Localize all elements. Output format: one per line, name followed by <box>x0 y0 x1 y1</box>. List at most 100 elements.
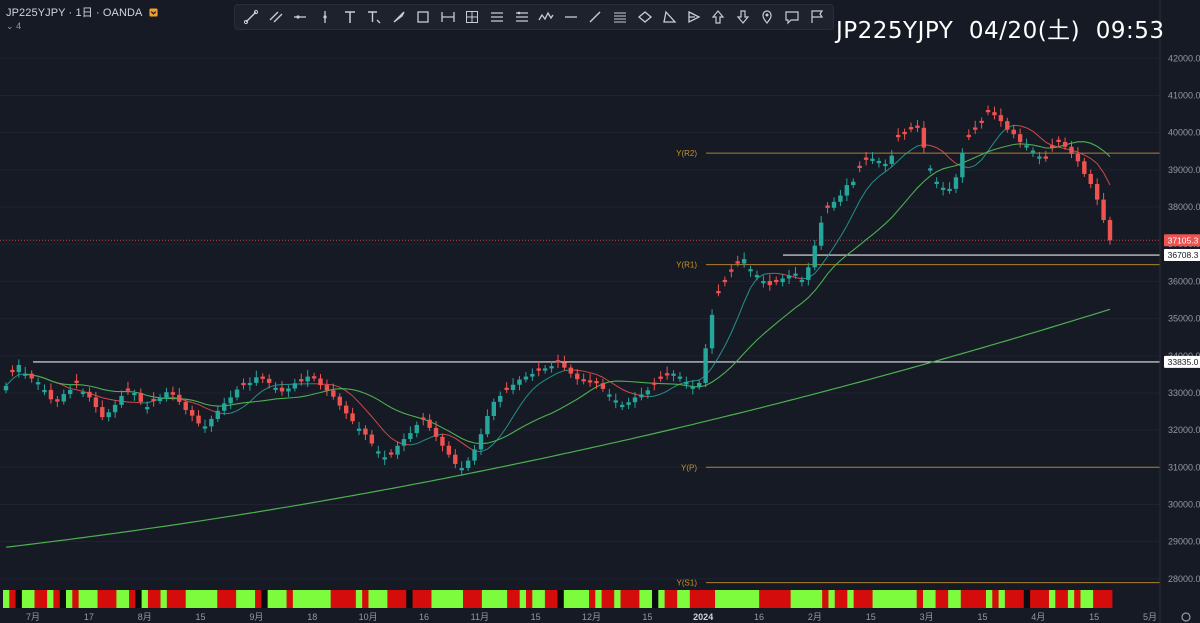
vertical-line-icon[interactable] <box>316 8 334 26</box>
pivot-label: Y(P) <box>681 463 697 472</box>
histogram-bar <box>765 590 773 608</box>
fib-retracement-icon[interactable] <box>439 8 457 26</box>
histogram-bar <box>998 590 1006 608</box>
ma-fast-segment <box>654 393 661 397</box>
ma-fast-segment <box>743 287 752 303</box>
collapse-icon[interactable]: ⌄ <box>6 21 14 31</box>
candle-body <box>177 394 182 402</box>
candle-body <box>754 275 760 278</box>
ma-fast-segment <box>12 373 20 380</box>
flag-icon[interactable] <box>808 8 826 26</box>
candle-body <box>613 400 618 403</box>
ma-fast-segment <box>1013 124 1021 127</box>
histogram-bar <box>992 590 999 608</box>
ma-fast-segment <box>1077 151 1085 156</box>
histogram-bar <box>406 590 413 608</box>
candle-body <box>485 415 490 435</box>
histogram-bar <box>733 590 741 608</box>
ma-fast-segment <box>230 410 238 414</box>
histogram-bar <box>633 590 640 608</box>
rectangle-icon[interactable] <box>414 8 432 26</box>
triangle-icon[interactable] <box>660 8 678 26</box>
ma-fast-segment <box>820 256 828 266</box>
symbol-legend[interactable]: JP225YJPY · 1日 · OANDA <box>6 4 158 20</box>
candle-body <box>568 367 574 374</box>
projection-icon[interactable] <box>685 8 703 26</box>
histogram-bar <box>859 590 867 608</box>
histogram-bar <box>601 590 609 608</box>
anchored-text-icon[interactable] <box>365 8 383 26</box>
ma-fast-segment <box>795 277 803 280</box>
ellipse-icon[interactable] <box>636 8 654 26</box>
histogram-bar <box>1011 590 1018 608</box>
time-tick: 17 <box>84 612 94 622</box>
candle-body <box>433 427 439 437</box>
candle-body <box>1056 139 1061 142</box>
pitchfork-icon[interactable] <box>513 8 531 26</box>
text-icon[interactable] <box>341 8 359 26</box>
time-tick: 15 <box>196 612 206 622</box>
gann-box-icon[interactable] <box>463 8 481 26</box>
trend-line-icon[interactable] <box>242 8 260 26</box>
price-axis[interactable]: 28000.0 29000.0 30000.0 31000.0 32000.0 33000… <box>1159 0 1200 623</box>
regression-trend-icon[interactable] <box>488 8 506 26</box>
histogram-bar <box>607 590 615 608</box>
histogram-bar <box>973 590 981 608</box>
brush-icon[interactable] <box>390 8 408 26</box>
arrow-down-icon[interactable] <box>734 8 752 26</box>
candle-body <box>29 373 34 379</box>
ma-fast-segment <box>852 200 861 214</box>
histogram-bar <box>494 590 502 608</box>
ma-fast-segment <box>480 448 488 453</box>
callout-icon[interactable] <box>783 8 801 26</box>
candle-body <box>658 376 663 379</box>
price-label-box <box>1164 355 1200 368</box>
candle-body <box>318 378 323 386</box>
ma-fast-segment <box>275 383 283 386</box>
histogram-bar <box>589 590 596 608</box>
ma-fast-segment <box>897 154 905 162</box>
parallel-channel-icon[interactable] <box>267 8 285 26</box>
time-axis[interactable]: 7月 17 8月 15 9月 18 10月 16 11月 15 12月 15 2024 16 2月 15 3月 1… <box>26 612 1191 622</box>
wave-icon[interactable] <box>537 8 555 26</box>
price-tick: 39000.0 <box>1168 165 1200 175</box>
fib-channel-icon[interactable] <box>611 8 629 26</box>
histogram-bar <box>740 590 747 608</box>
price-label: 33835.0 <box>1168 357 1199 367</box>
ray-icon[interactable] <box>586 8 604 26</box>
candle-body <box>279 387 285 392</box>
histogram-bar <box>147 590 155 608</box>
histogram-bar <box>922 590 930 608</box>
horizontal-ray-icon[interactable] <box>291 8 309 26</box>
chevron-down-icon[interactable] <box>149 8 158 17</box>
ma-fast-segment <box>390 437 398 443</box>
histogram-bar <box>116 590 124 608</box>
ma-fast-segment <box>185 400 193 403</box>
candle-body <box>587 380 593 383</box>
candle-body <box>664 373 670 376</box>
ma-fast-segment <box>5 378 13 387</box>
candle-body <box>626 402 631 405</box>
histogram-bar <box>670 590 678 608</box>
candle-body <box>100 407 105 418</box>
candle-body <box>671 373 676 376</box>
histogram-bar <box>645 590 653 608</box>
time-tick: 10月 <box>359 612 378 622</box>
location-pin-icon[interactable] <box>758 8 776 26</box>
candle-body <box>55 399 60 402</box>
arrow-up-icon[interactable] <box>709 8 727 26</box>
histogram-bar <box>708 590 716 608</box>
price-label-box <box>1164 234 1200 247</box>
candle-body <box>973 127 978 130</box>
candle-body <box>305 376 310 382</box>
horizontal-line-icon[interactable] <box>562 8 580 26</box>
indicator-count[interactable]: ⌄ 4 <box>6 21 22 31</box>
candle-body <box>266 378 272 383</box>
histogram-bar <box>796 590 804 608</box>
candle-body <box>639 394 644 398</box>
candle-body <box>343 405 349 414</box>
candle-body <box>1043 156 1049 159</box>
candle-body <box>851 181 856 186</box>
histogram-bar <box>286 590 294 608</box>
